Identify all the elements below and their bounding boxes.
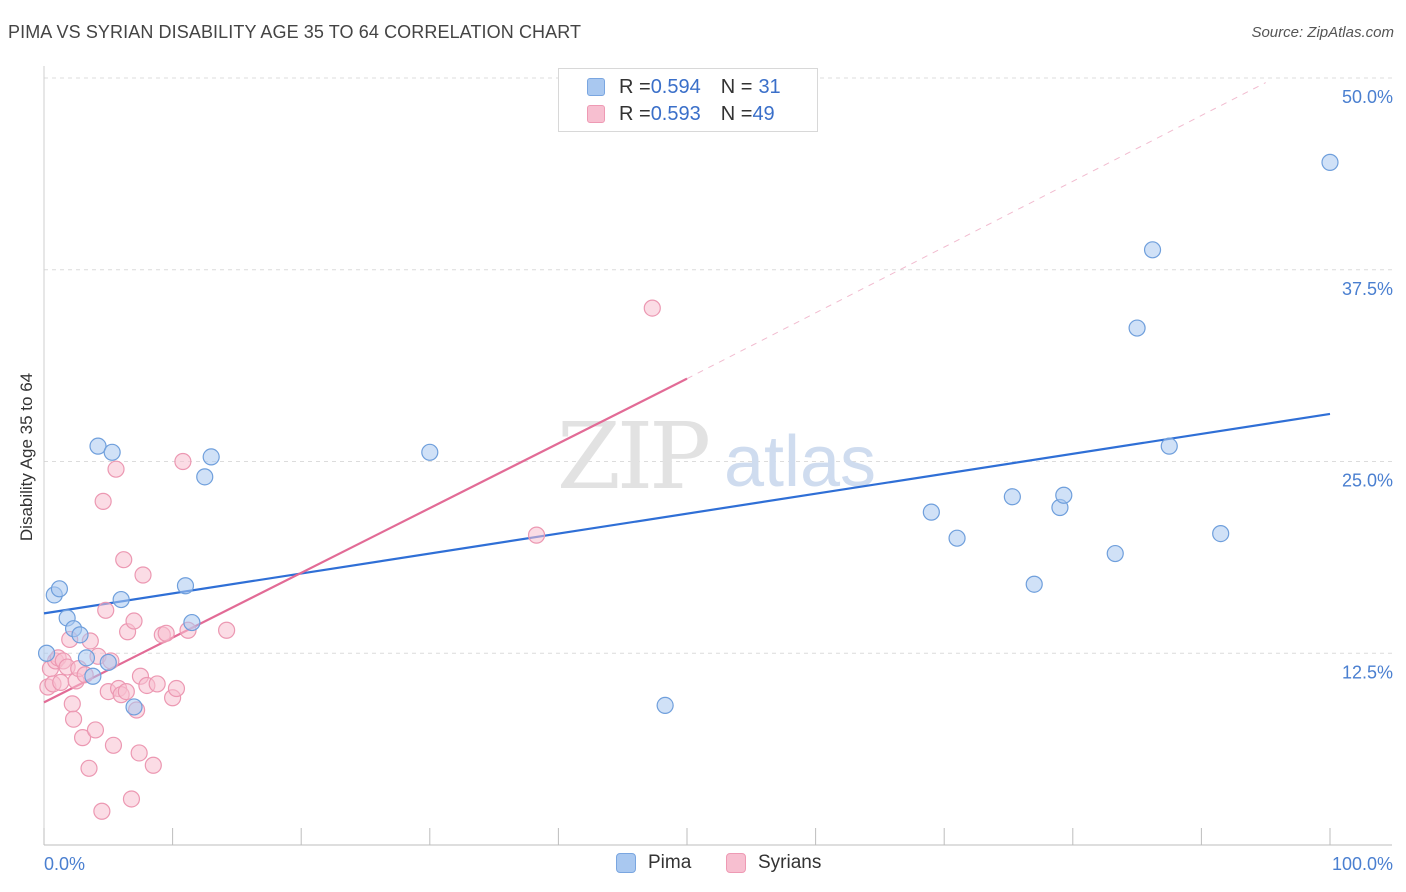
y-tick-label: 12.5% — [1342, 662, 1393, 682]
point-syrians — [73, 729, 92, 747]
pima-legend-label: Pima — [648, 852, 692, 873]
point-syrians — [52, 673, 70, 691]
point-pima — [99, 653, 117, 672]
gridlines — [44, 77, 1392, 654]
watermark: ZIP atlas — [557, 403, 876, 510]
point-syrians — [148, 675, 166, 693]
point-pima — [103, 443, 121, 461]
point-pima — [71, 626, 89, 644]
y-tick-label: 50.0% — [1342, 87, 1393, 107]
legend-n-value: 31 — [758, 75, 781, 98]
watermark-atlas: atlas — [724, 422, 876, 502]
syrians-legend-swatch — [726, 853, 746, 873]
point-syrians — [527, 526, 546, 544]
point-syrians — [218, 621, 236, 639]
point-pima — [50, 580, 69, 598]
point-syrians — [117, 682, 135, 701]
point-syrians — [64, 710, 83, 728]
point-syrians — [643, 299, 661, 317]
syrians-legend-label: Syrians — [758, 852, 822, 873]
source-label: Source: ZipAtlas.com — [1251, 24, 1394, 41]
legend-row-syrians: R = 0.593 N = 49 — [587, 102, 775, 126]
legend-r-label: R = — [619, 75, 651, 98]
point-pima — [1212, 524, 1230, 543]
legend-n-label: N = — [720, 102, 753, 125]
point-pima — [948, 529, 966, 547]
point-syrians — [167, 679, 186, 698]
point-syrians — [115, 551, 133, 569]
point-syrians — [107, 460, 125, 478]
point-pima — [183, 613, 201, 632]
point-pima — [89, 437, 107, 455]
point-pima — [1003, 488, 1021, 506]
syrians-swatch — [587, 105, 605, 123]
point-syrians — [63, 695, 81, 713]
x-tick-label: 0.0% — [44, 854, 85, 874]
point-pima — [37, 644, 56, 662]
point-pima — [125, 698, 143, 716]
point-syrians — [97, 601, 115, 619]
trendlines — [43, 82, 1331, 704]
point-pima — [656, 696, 674, 715]
y-tick-label: 25.0% — [1342, 471, 1393, 491]
point-pima — [1106, 544, 1124, 563]
point-syrians — [86, 721, 105, 739]
point-syrians — [134, 566, 152, 584]
point-pima — [1055, 486, 1073, 504]
legend-r-label: R = — [619, 102, 651, 125]
point-pima — [1025, 575, 1043, 593]
correlation-legend: R = 0.594 N = 31 R = 0.593 N = 49 — [558, 68, 818, 132]
point-pima — [77, 649, 96, 667]
point-pima — [176, 577, 195, 595]
point-syrians — [157, 624, 175, 642]
point-pima — [1321, 153, 1339, 171]
point-pima — [1128, 319, 1146, 337]
point-pima — [84, 667, 102, 685]
trendline-pima — [43, 412, 1331, 615]
point-syrians — [144, 756, 162, 774]
point-pima — [922, 503, 940, 521]
y-tick-labels: 12.5% 25.0% 37.5% 50.0% — [1342, 87, 1393, 682]
legend-n-label: N = — [720, 75, 753, 98]
point-pima — [196, 468, 214, 486]
point-pima — [202, 448, 220, 466]
x-tick-labels: 0.0% 100.0% — [44, 854, 1393, 874]
trendline-syrians — [43, 377, 688, 704]
data-points — [37, 153, 1339, 820]
pima-legend-swatch — [616, 853, 636, 873]
legend-n-value: 49 — [752, 102, 775, 125]
point-syrians — [122, 790, 141, 808]
point-syrians — [94, 492, 112, 510]
point-syrians — [174, 452, 192, 471]
chart-title: PIMA VS SYRIAN DISABILITY AGE 35 TO 64 C… — [8, 22, 582, 42]
y-axis-title: Disability Age 35 to 64 — [17, 373, 36, 541]
legend-r-value: 0.593 — [650, 102, 701, 125]
point-syrians — [80, 759, 98, 777]
point-pima — [1160, 437, 1178, 455]
point-syrians — [125, 612, 143, 630]
point-pima — [1143, 241, 1162, 259]
series-legend: Pima Syrians — [0, 852, 1406, 878]
x-tick-label: 100.0% — [1332, 854, 1393, 874]
y-tick-label: 37.5% — [1342, 279, 1393, 299]
point-syrians — [130, 744, 148, 762]
legend-r-value: 0.594 — [650, 75, 701, 98]
trendline-extension-syrians — [686, 82, 1266, 380]
point-syrians — [104, 736, 123, 754]
legend-item-syrians[interactable]: Syrians — [726, 852, 821, 874]
legend-row-pima: R = 0.594 N = 31 — [587, 75, 781, 99]
point-pima — [421, 443, 439, 461]
legend-item-pima[interactable]: Pima — [616, 852, 691, 874]
watermark-zip: ZIP — [557, 403, 708, 510]
axes — [43, 66, 1392, 846]
point-syrians — [93, 802, 111, 820]
point-pima — [112, 590, 130, 609]
pima-swatch — [587, 78, 605, 96]
